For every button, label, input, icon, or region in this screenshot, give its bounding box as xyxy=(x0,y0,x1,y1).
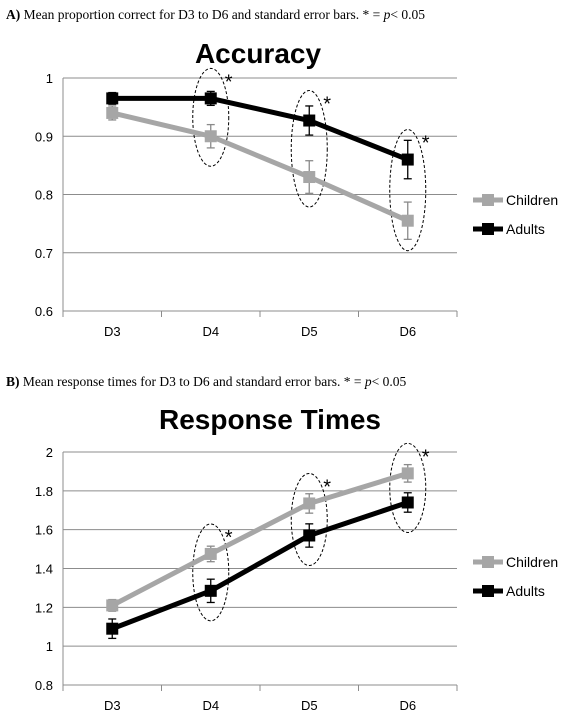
x-tick-label: D6 xyxy=(399,698,416,711)
significance-marker: * xyxy=(225,527,233,549)
data-point-children xyxy=(106,106,119,119)
accuracy-chart: Accuracy 0.6 0.7 0.8 0.9 1 D3 D4 D5 D6 * * * Children… xyxy=(35,38,558,339)
data-point-children xyxy=(204,547,217,560)
data-point-children xyxy=(106,599,119,612)
significance-ellipse xyxy=(389,129,427,252)
x-tick-label: D4 xyxy=(202,324,219,339)
significance-marker: * xyxy=(323,476,331,498)
significance-ellipse xyxy=(192,67,230,167)
caption-a-text: Mean proportion correct for D3 to D6 and… xyxy=(20,7,384,22)
legend-label: Children xyxy=(506,192,558,208)
data-point-adults xyxy=(401,153,414,166)
data-point-adults xyxy=(303,114,316,127)
y-tick-label: 0.9 xyxy=(35,129,53,144)
data-point-adults xyxy=(106,92,119,105)
caption-a-p: p xyxy=(383,7,391,22)
chart-title: Accuracy xyxy=(195,38,322,69)
x-tick-label: D6 xyxy=(399,324,416,339)
significance-ellipse xyxy=(389,442,427,533)
legend-marker xyxy=(482,585,494,597)
significance-ellipse xyxy=(192,523,230,622)
y-tick-label: 1.4 xyxy=(35,562,53,577)
legend-marker xyxy=(482,556,494,568)
series-line-children xyxy=(111,470,409,608)
series-line-children xyxy=(111,110,409,223)
y-tick-label: 0.8 xyxy=(35,188,53,203)
caption-a-label: A) xyxy=(6,7,21,22)
y-tick-label: 1 xyxy=(46,639,53,654)
series-line-adults xyxy=(111,500,409,632)
x-tick-label: D5 xyxy=(301,698,318,711)
caption-a: A) Mean proportion correct for D3 to D6 … xyxy=(6,7,425,23)
chart-title: Response Times xyxy=(159,404,381,435)
x-tick-label: D5 xyxy=(301,324,318,339)
y-tick-label: 1.2 xyxy=(35,600,53,615)
y-tick-label: 1 xyxy=(46,71,53,86)
significance-ellipse xyxy=(290,90,328,208)
series-line-adults xyxy=(112,95,409,162)
legend-label: Adults xyxy=(506,221,545,237)
response-times-chart: Response Times 0.8 1 1.2 1.4 1.6 1.8 2 D3 D4 D5 D6 *… xyxy=(35,404,558,711)
caption-b-text: Mean response times for D3 to D6 and sta… xyxy=(19,374,365,389)
data-point-children xyxy=(303,497,316,510)
significance-marker: * xyxy=(225,71,233,93)
y-tick-label: 1.8 xyxy=(35,484,53,499)
x-tick-label: D4 xyxy=(202,698,219,711)
data-point-children xyxy=(303,171,316,184)
caption-b-label: B) xyxy=(6,374,20,389)
x-tick-label: D3 xyxy=(104,324,121,339)
y-tick-label: 0.6 xyxy=(35,304,53,319)
significance-ellipse xyxy=(290,472,328,566)
data-point-adults xyxy=(303,529,316,542)
data-point-children xyxy=(401,214,414,227)
data-point-adults xyxy=(204,584,217,597)
significance-marker: * xyxy=(422,133,430,155)
data-point-adults xyxy=(204,92,217,105)
significance-marker: * xyxy=(323,94,331,116)
caption-b-suffix: < 0.05 xyxy=(371,374,407,389)
data-point-adults xyxy=(401,496,414,509)
x-tick-label: D3 xyxy=(104,698,121,711)
legend-label: Adults xyxy=(506,583,545,599)
significance-marker: * xyxy=(422,446,430,468)
caption-a-suffix: < 0.05 xyxy=(390,7,425,22)
y-tick-label: 0.7 xyxy=(35,246,53,261)
caption-b: B) Mean response times for D3 to D6 and … xyxy=(6,374,406,390)
caption-b-p: p xyxy=(364,374,372,389)
legend-marker xyxy=(482,194,494,206)
data-point-children xyxy=(204,130,217,143)
data-point-adults xyxy=(106,622,119,635)
y-tick-label: 2 xyxy=(46,445,53,460)
legend-marker xyxy=(482,223,494,235)
y-tick-label: 0.8 xyxy=(35,678,53,693)
legend-label: Children xyxy=(506,554,558,570)
y-tick-label: 1.6 xyxy=(35,523,53,538)
data-point-children xyxy=(401,467,414,480)
